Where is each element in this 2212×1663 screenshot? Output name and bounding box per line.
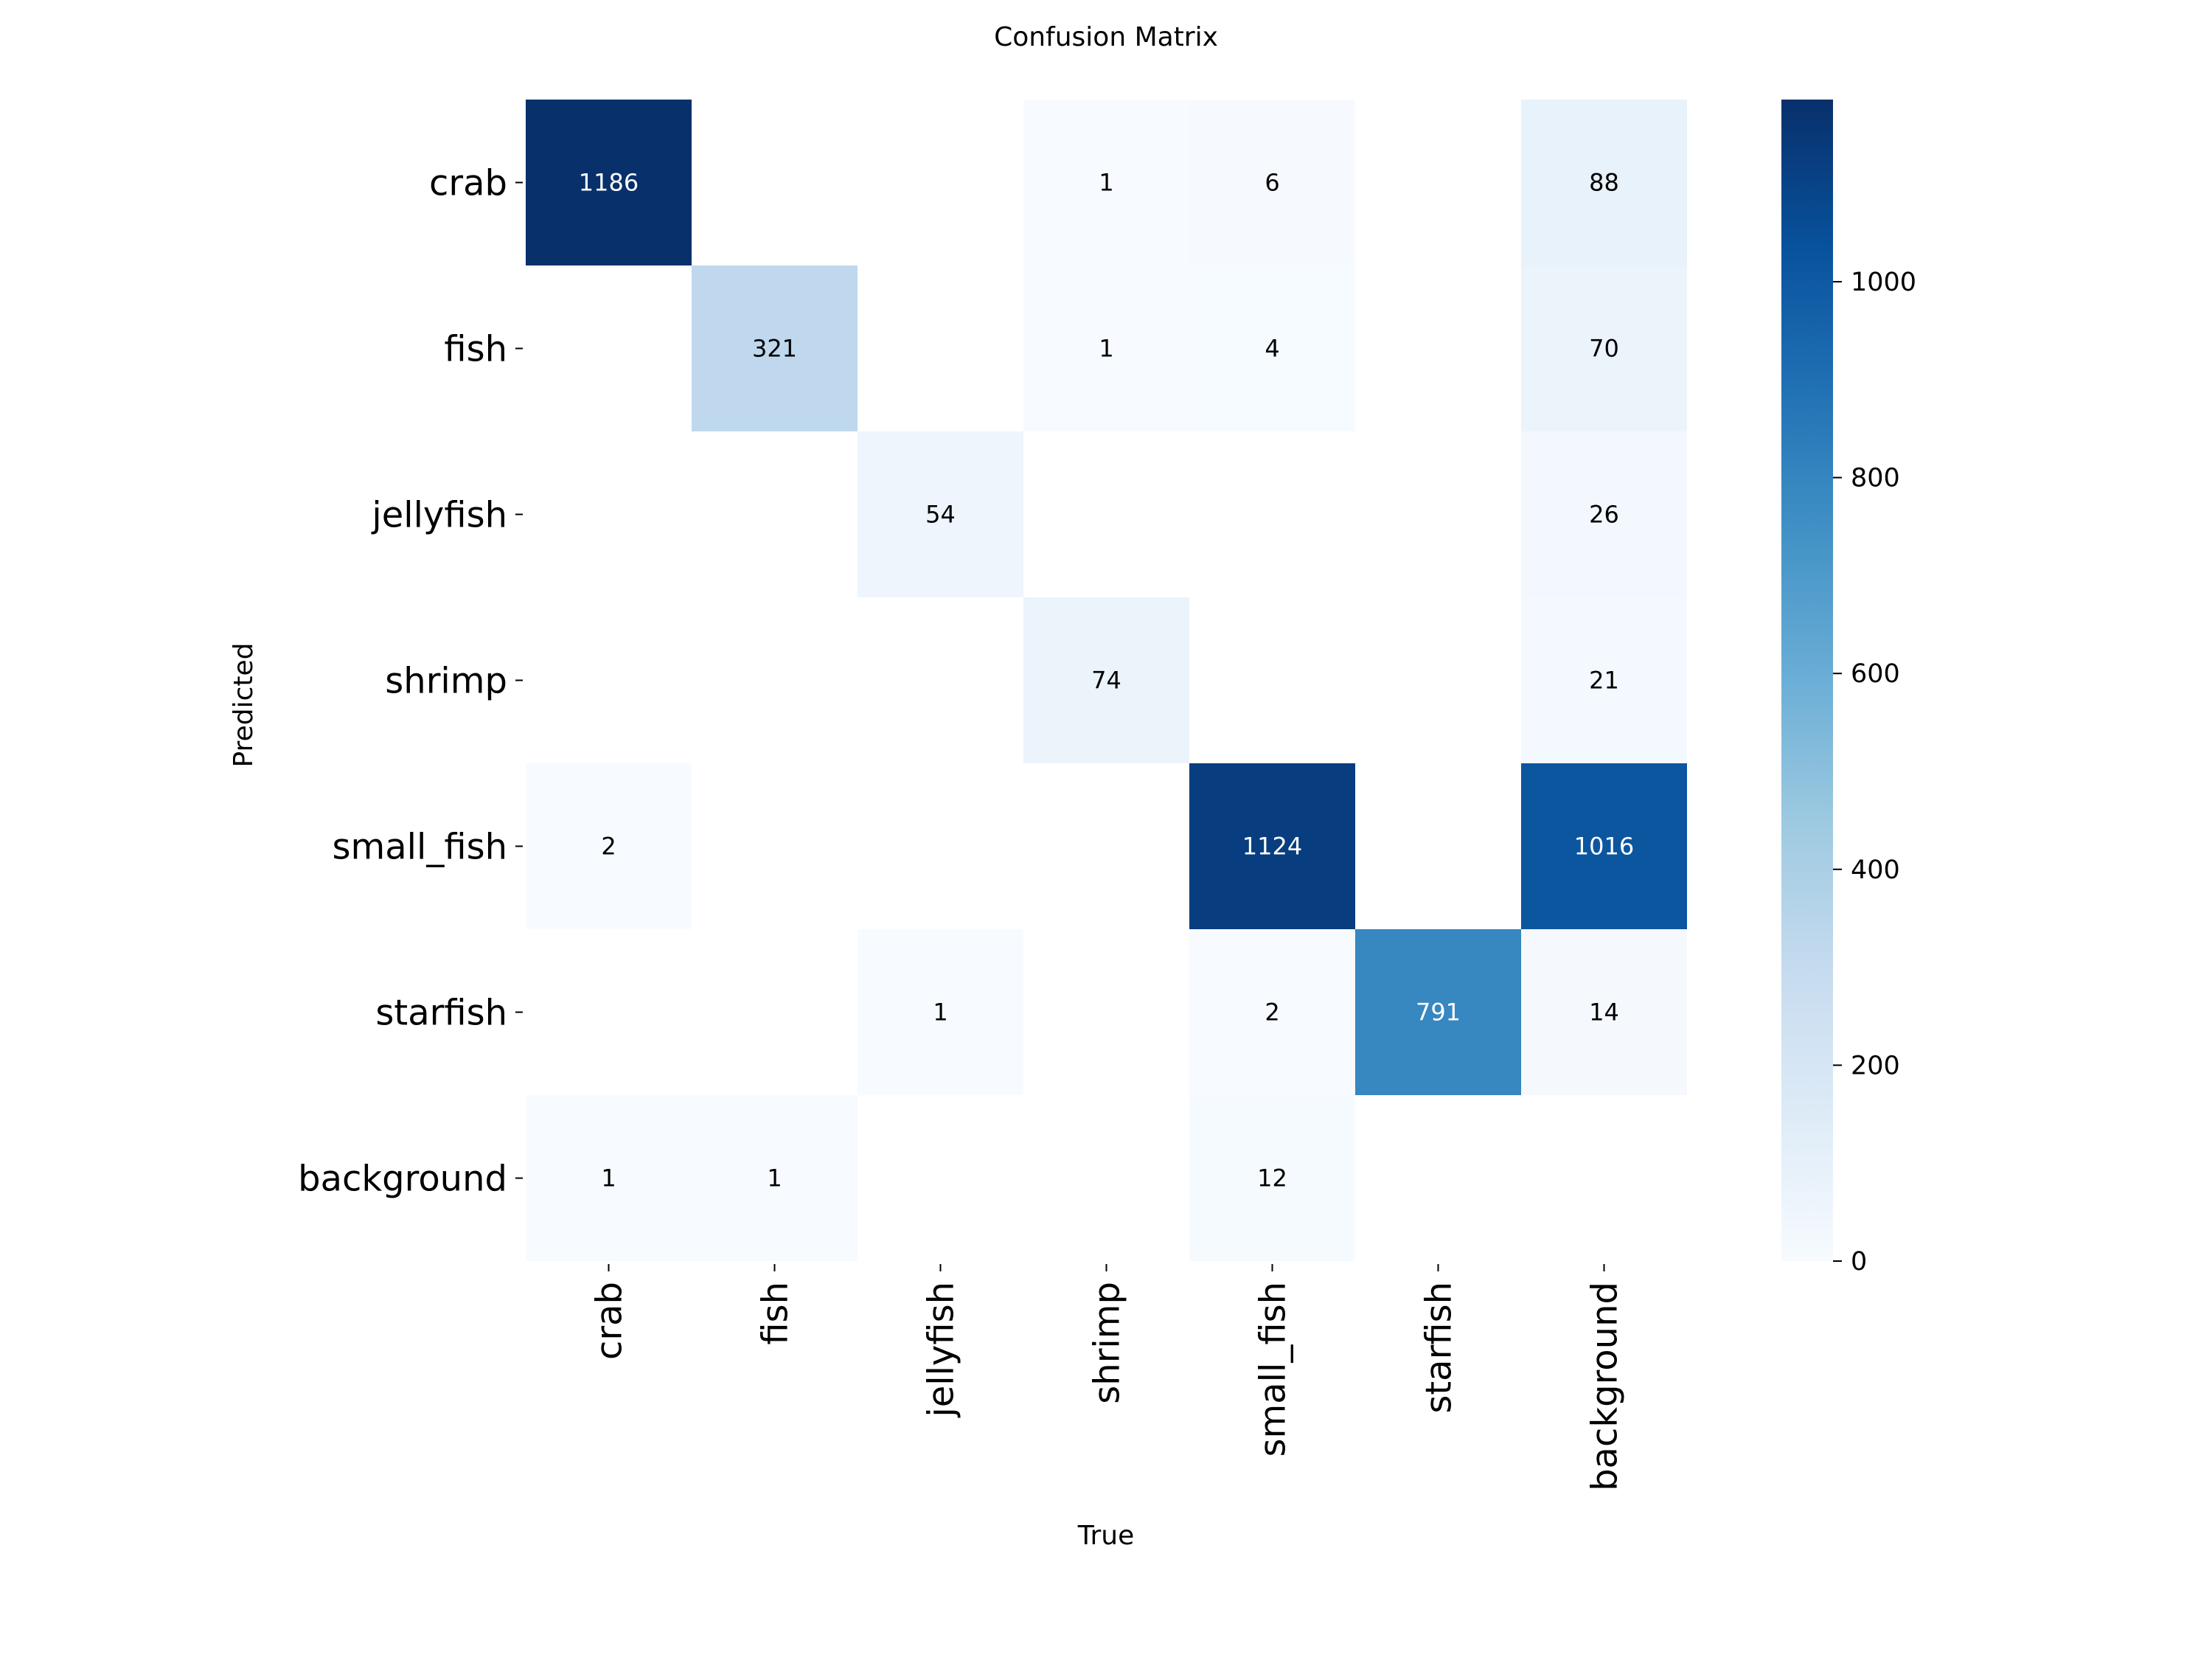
y-tick-label: background bbox=[298, 1159, 507, 1200]
cell-value-label: 2 bbox=[601, 833, 616, 861]
heatmap-cell bbox=[1023, 597, 1189, 763]
cell-value-label: 1 bbox=[601, 1164, 616, 1192]
cell-value-label: 1 bbox=[933, 999, 947, 1027]
heatmap-cell bbox=[1521, 929, 1687, 1095]
x-tick-label: background bbox=[1585, 1282, 1626, 1491]
heatmap-cell bbox=[1189, 1095, 1355, 1261]
x-axis: crab fish jellyfish shrimp small_fish starfis… bbox=[589, 1264, 1626, 1491]
cell-value-label: 1 bbox=[767, 1164, 782, 1192]
heatmap-cell bbox=[1023, 265, 1189, 431]
x-tick-label: shrimp bbox=[1087, 1282, 1128, 1404]
chart-title: Confusion Matrix bbox=[994, 22, 1218, 52]
cell-value-label: 12 bbox=[1257, 1164, 1287, 1192]
heatmap-cell bbox=[1521, 597, 1687, 763]
x-tick-label: crab bbox=[589, 1282, 630, 1360]
colorbar-gradient bbox=[1781, 100, 1833, 1261]
heatmap-cell bbox=[1521, 100, 1687, 265]
colorbar-tick-label: 600 bbox=[1851, 659, 1900, 689]
y-tick-label: starfish bbox=[375, 993, 507, 1034]
cell-value-label: 1186 bbox=[579, 169, 639, 197]
cell-value-label: 4 bbox=[1265, 335, 1279, 363]
heatmap-cell bbox=[692, 265, 858, 431]
colorbar-tick-label: 400 bbox=[1851, 855, 1900, 885]
y-tick-label: jellyfish bbox=[371, 495, 507, 536]
y-tick-label: crab bbox=[429, 163, 507, 204]
y-axis: crab fish jellyfish shrimp small_fishstarfis… bbox=[298, 163, 523, 1200]
cell-value-label: 26 bbox=[1589, 501, 1619, 529]
heatmap-cell bbox=[858, 431, 1023, 597]
colorbar: 0 200 400 600 800 1000 bbox=[1781, 100, 1916, 1277]
cell-value-label: 88 bbox=[1589, 169, 1619, 197]
x-tick-label: fish bbox=[755, 1282, 796, 1345]
cell-value-label: 70 bbox=[1589, 335, 1619, 363]
heatmap-cell bbox=[692, 1095, 858, 1261]
cell-value-label: 14 bbox=[1589, 999, 1619, 1027]
cell-value-label: 791 bbox=[1416, 999, 1461, 1027]
heatmap-cell bbox=[1521, 265, 1687, 431]
x-tick-label: starfish bbox=[1419, 1282, 1460, 1414]
colorbar-tick-label: 1000 bbox=[1851, 268, 1916, 297]
cell-value-label: 74 bbox=[1091, 667, 1121, 695]
heatmap-cell bbox=[1189, 265, 1355, 431]
heatmap-cell bbox=[526, 100, 692, 265]
colorbar-tick-label: 200 bbox=[1851, 1051, 1900, 1080]
heatmap-cells bbox=[526, 100, 1687, 1261]
y-tick-label: fish bbox=[444, 329, 507, 370]
heatmap-cell bbox=[1355, 929, 1521, 1095]
cell-value-label: 1 bbox=[1099, 169, 1113, 197]
x-axis-title: True bbox=[1077, 1521, 1134, 1551]
heatmap-cell bbox=[1521, 763, 1687, 929]
heatmap-cell bbox=[1189, 100, 1355, 265]
cell-value-label: 321 bbox=[752, 335, 797, 363]
heatmap-cell bbox=[1521, 431, 1687, 597]
heatmap-cell bbox=[1189, 929, 1355, 1095]
cell-value-label: 1016 bbox=[1574, 833, 1634, 861]
heatmap-cell bbox=[1023, 100, 1189, 265]
cell-value-label: 21 bbox=[1589, 667, 1619, 695]
heatmap-cell bbox=[526, 763, 692, 929]
y-axis-title: Predicted bbox=[229, 643, 259, 768]
colorbar-tick-label: 800 bbox=[1851, 464, 1900, 493]
heatmap-cell bbox=[858, 929, 1023, 1095]
x-tick-label: jellyfish bbox=[921, 1282, 962, 1418]
heatmap-cell bbox=[526, 1095, 692, 1261]
cell-value-label: 54 bbox=[925, 501, 956, 529]
cell-value-label: 6 bbox=[1265, 169, 1279, 197]
cell-value-label: 2 bbox=[1265, 999, 1279, 1027]
y-tick-label: small_fish bbox=[332, 827, 507, 868]
cell-value-label: 1124 bbox=[1242, 833, 1302, 861]
colorbar-tick-label: 0 bbox=[1851, 1247, 1867, 1277]
cell-value-label: 1 bbox=[1099, 335, 1113, 363]
x-tick-label: small_fish bbox=[1253, 1282, 1294, 1457]
y-tick-label: shrimp bbox=[385, 661, 507, 702]
heatmap-cell bbox=[1189, 763, 1355, 929]
